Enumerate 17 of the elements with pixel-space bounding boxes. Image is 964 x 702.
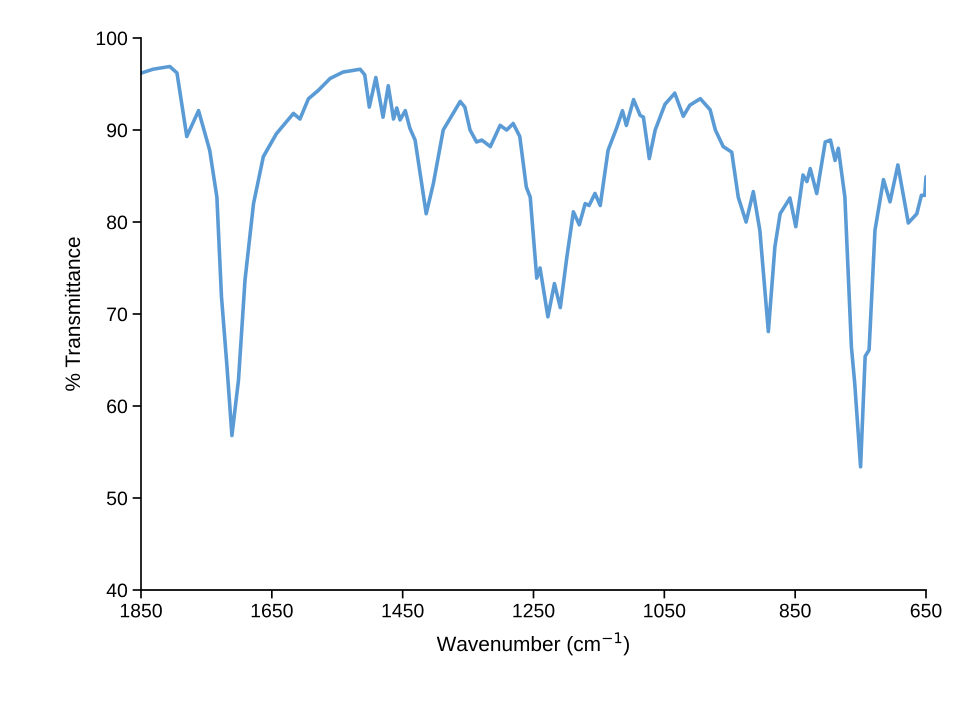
x-axis-title: Wavenumber (cm$^{−1}$) — [436, 632, 629, 656]
y-tick-label: 40 — [106, 583, 128, 598]
x-tick-label: 1050 — [644, 604, 686, 618]
y-tick-label: 100 — [96, 31, 128, 46]
x-tick-label: 1450 — [382, 604, 424, 618]
x-tick-label: 650 — [910, 604, 942, 618]
y-tick-label: 70 — [107, 307, 128, 322]
y-tick-label: 80 — [107, 215, 128, 230]
x-tick-label: 1850 — [120, 604, 162, 618]
y-tick-label: 90 — [107, 123, 128, 138]
line-series — [141, 64, 926, 469]
y-axis-title: % Transmittance — [64, 237, 80, 391]
x-tick-label: 1250 — [513, 604, 554, 618]
y-tick-label: 60 — [107, 399, 128, 414]
y-tick-label: 50 — [106, 491, 128, 506]
x-tick-label: 1650 — [252, 604, 293, 618]
x-tick-label: 850 — [780, 604, 811, 618]
